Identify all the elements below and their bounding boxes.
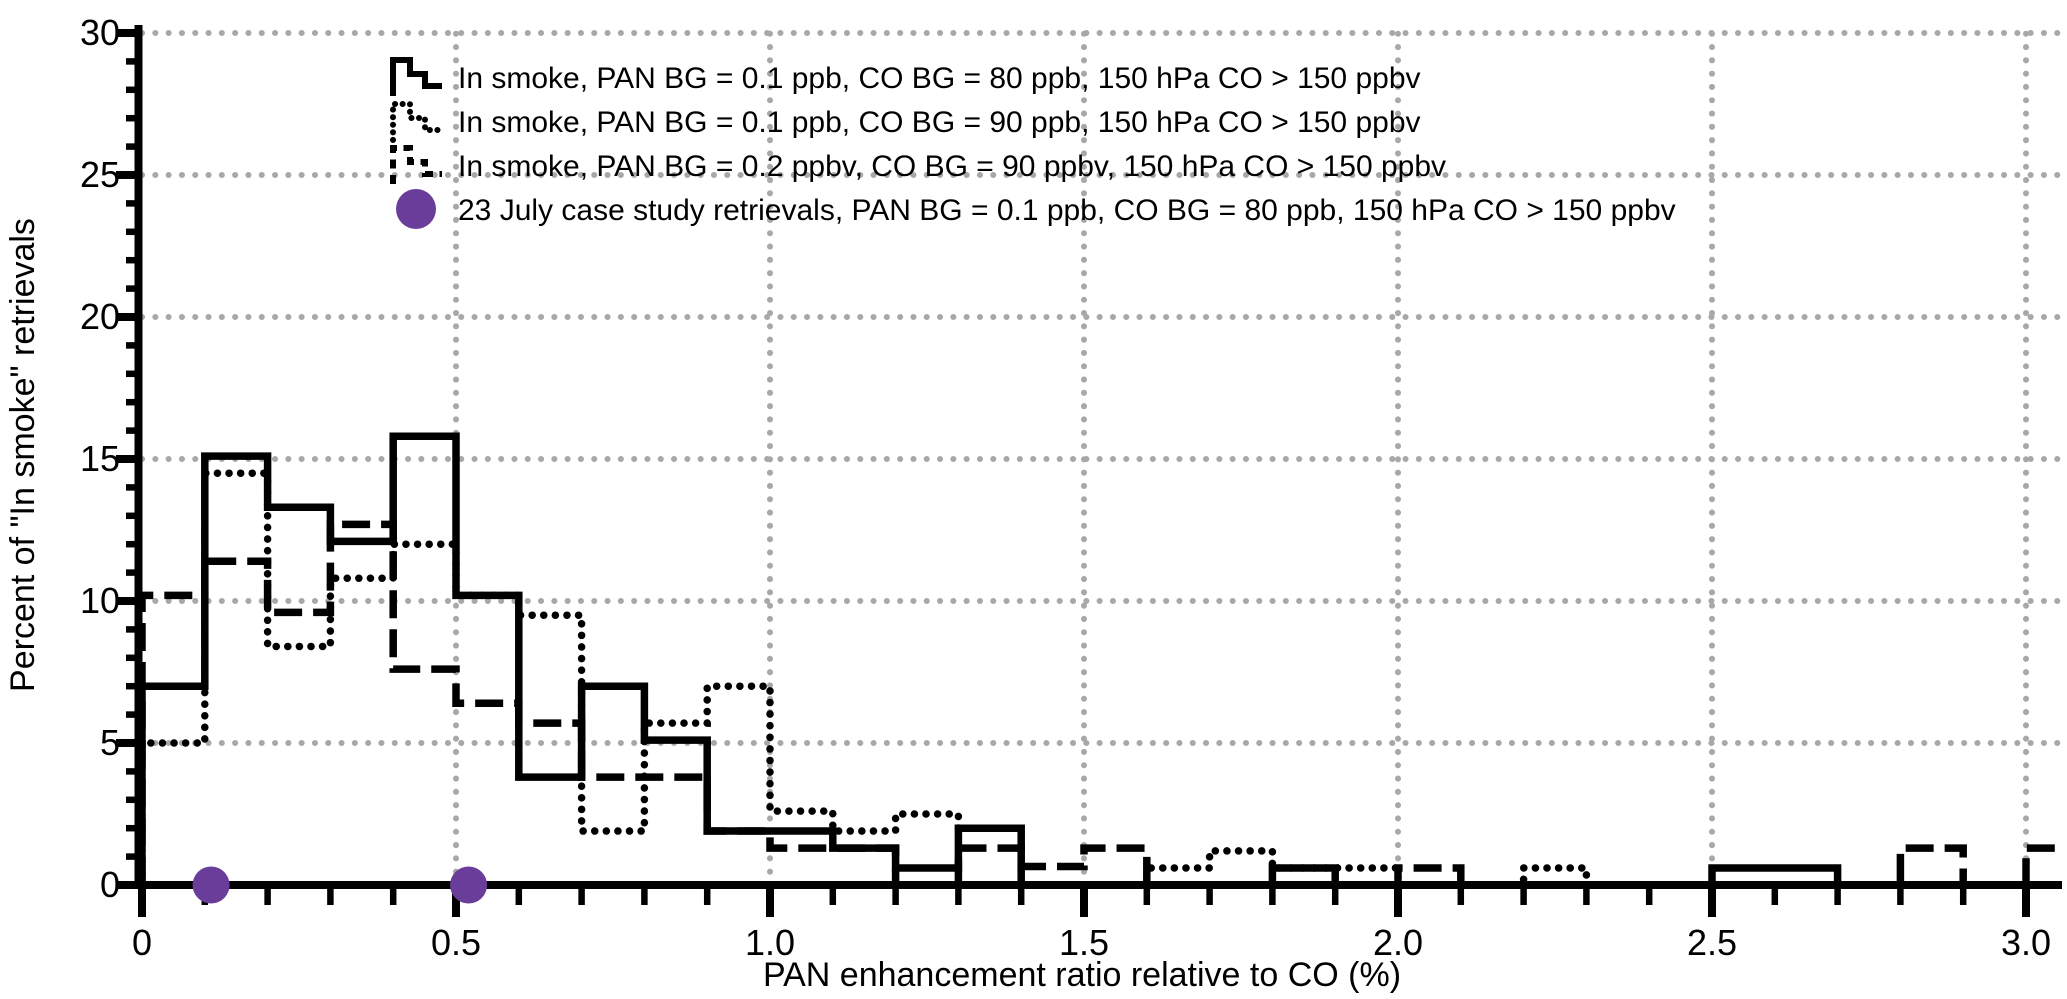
y-tick-label: 10 xyxy=(80,580,120,621)
legend-label: 23 July case study retrievals, PAN BG = … xyxy=(458,194,1676,227)
y-tick-label: 20 xyxy=(80,296,120,337)
legend-marker-dashed xyxy=(390,145,442,184)
x-tick-label: 0.5 xyxy=(431,922,481,963)
y-tick-label: 25 xyxy=(80,154,120,195)
series-dotted-line xyxy=(138,469,2030,889)
legend-marker-dotted xyxy=(390,101,445,143)
y-tick-label: 15 xyxy=(80,438,120,479)
x-tick-label: 0 xyxy=(132,922,152,963)
legend-marker-solid xyxy=(390,57,442,96)
x-tick-label: 2.5 xyxy=(1687,922,1737,963)
legend-label: In smoke, PAN BG = 0.1 ppb, CO BG = 80 p… xyxy=(458,62,1421,95)
legend-label: In smoke, PAN BG = 0.2 ppbv, CO BG = 90 … xyxy=(458,150,1446,183)
legend-marker-case-study xyxy=(396,189,436,229)
x-tick-label: 1.5 xyxy=(1059,922,1109,963)
series-solid-line xyxy=(138,432,2026,889)
x-axis-title: PAN enhancement ratio relative to CO (%) xyxy=(763,956,1401,994)
y-tick-label: 0 xyxy=(100,864,120,905)
series-dashed-line xyxy=(138,520,2062,889)
y-axis-title: Percent of "In smoke" retrievals xyxy=(4,218,42,692)
legend-label: In smoke, PAN BG = 0.1 ppb, CO BG = 90 p… xyxy=(458,106,1421,139)
x-tick-label: 2.0 xyxy=(1373,922,1423,963)
y-tick-label: 5 xyxy=(100,722,120,763)
x-tick-label: 1.0 xyxy=(745,922,795,963)
case-study-point xyxy=(450,866,488,904)
y-tick-label: 30 xyxy=(80,12,120,53)
x-tick-label: 3.0 xyxy=(2001,922,2051,963)
case-study-point xyxy=(192,866,230,904)
